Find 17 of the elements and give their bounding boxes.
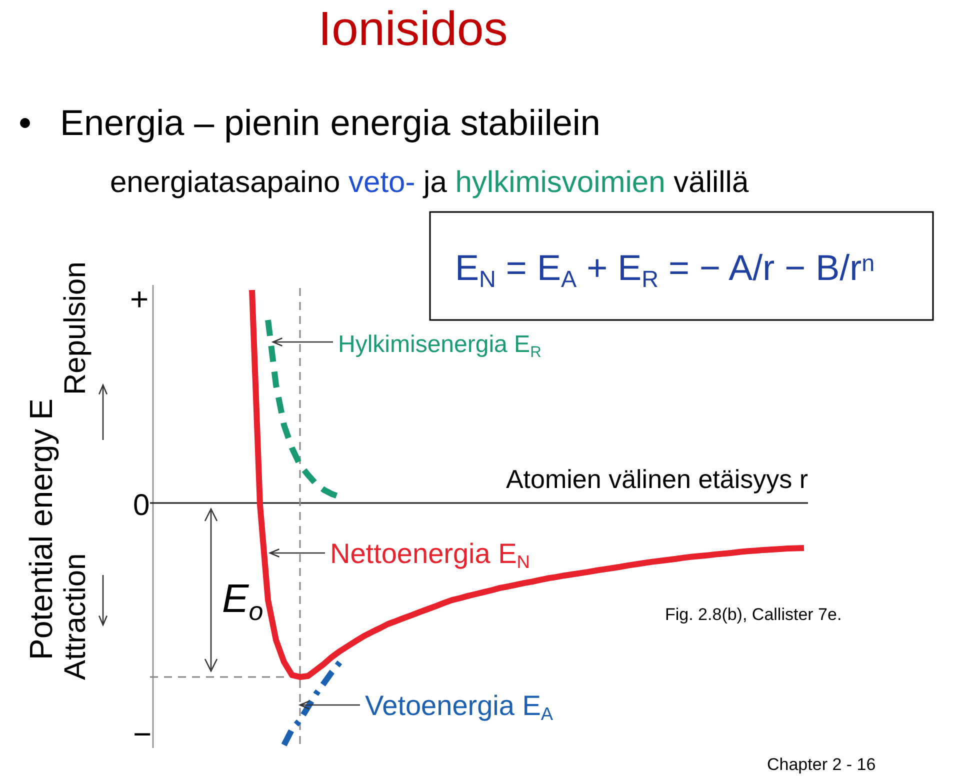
- text: +: [130, 281, 149, 317]
- series-label: Nettoenergia E$_{N}$: [330, 538, 530, 572]
- text: energiatasapaino veto- ja hylkimisvoimien välillä: [110, 166, 749, 199]
- text: 0: [133, 489, 150, 522]
- chart-title: Ionisidos: [318, 3, 508, 56]
- text: Chapter 2 - 16: [767, 755, 876, 774]
- x-axis-title: Atomien välinen etäisyys r: [506, 464, 808, 494]
- text: Potential energy E: [23, 398, 59, 660]
- text: Repulsion: [59, 262, 92, 395]
- annotation: E$_{N}$ = E$_{A}$ + E$_{R}$ = − A/r − B/r$^{n}$: [455, 247, 875, 292]
- annotation: Fig. 2.8(b), Callister 7e.: [665, 605, 842, 624]
- text: Hylkimisenergia E$_{R}$: [338, 331, 542, 361]
- text: Attraction: [59, 553, 92, 680]
- annotation: E$_{o}$: [222, 577, 264, 626]
- text: −: [133, 716, 152, 752]
- series-label: Vetoenergia E$_{A}$: [365, 690, 554, 724]
- text: Energia – pienin energia stabiilein: [60, 102, 600, 143]
